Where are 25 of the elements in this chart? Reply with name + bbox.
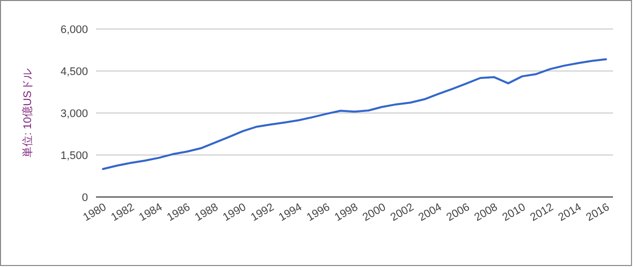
x-tick-label: 2008 (472, 201, 500, 224)
x-tick-label: 2006 (444, 201, 472, 224)
x-tick-label: 1988 (193, 201, 220, 224)
y-tick-label: 0 (82, 192, 88, 204)
x-tick-label: 2010 (500, 201, 528, 224)
y-tick-label: 1,500 (60, 150, 88, 162)
x-tick-label: 1990 (221, 201, 248, 224)
y-tick-label: 4,500 (60, 66, 88, 78)
x-tick-label: 1996 (304, 201, 332, 224)
x-tick-label: 1982 (109, 201, 136, 224)
y-tick-label: 6,000 (60, 24, 88, 36)
x-tick-label: 2014 (556, 201, 584, 224)
x-tick-label: 2002 (388, 201, 416, 224)
x-tick-label: 2016 (584, 201, 612, 224)
x-tick-label: 1986 (165, 201, 192, 224)
x-tick-label: 2012 (528, 201, 556, 224)
x-tick-label: 1998 (332, 201, 360, 224)
x-tick-label: 1992 (248, 201, 276, 224)
x-tick-label: 1980 (81, 201, 108, 224)
x-tick-label: 1984 (137, 201, 164, 224)
x-tick-label: 2004 (416, 201, 444, 224)
x-tick-label: 2000 (360, 201, 388, 224)
y-axis-title: 単位: 10億USドル (21, 68, 34, 158)
x-tick-label: 1994 (276, 201, 304, 224)
y-tick-label: 3,000 (60, 108, 88, 120)
